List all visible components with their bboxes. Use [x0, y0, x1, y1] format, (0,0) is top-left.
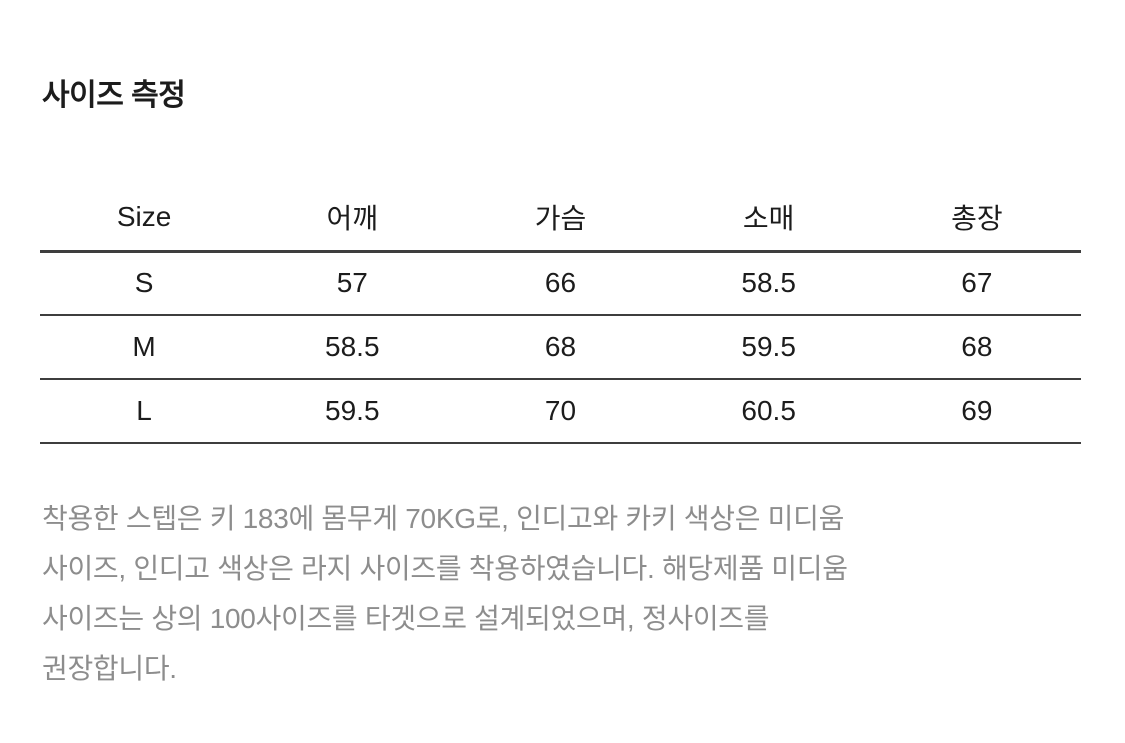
- column-header-shoulder: 어깨: [248, 185, 457, 253]
- size-label-cell: S: [40, 251, 249, 316]
- table-row-l: L 59.5 70 60.5 69: [40, 379, 1081, 444]
- size-table: Size 어깨 가슴 소매 총장 S 57 66 58.5 67 M 58.5 …: [40, 185, 1081, 444]
- table-row-s: S 57 66 58.5 67: [40, 251, 1081, 316]
- column-header-chest: 가슴: [456, 185, 665, 253]
- size-section-title: 사이즈 측정: [42, 79, 186, 112]
- fit-description-line: 사이즈는 상의 100사이즈를 타겟으로 설계되었으며, 정사이즈를: [42, 603, 770, 634]
- measurement-cell: 58.5: [664, 251, 873, 316]
- table-row-m: M 58.5 68 59.5 68: [40, 315, 1081, 380]
- column-header-sleeve: 소매: [664, 185, 873, 253]
- measurement-cell: 68: [456, 315, 665, 380]
- header-row: Size 어깨 가슴 소매 총장: [40, 185, 1081, 253]
- measurement-cell: 59.5: [248, 379, 457, 444]
- column-header-size: Size: [40, 185, 249, 253]
- fit-description-line: 사이즈, 인디고 색상은 라지 사이즈를 착용하였습니다. 해당제품 미디움: [42, 553, 848, 584]
- measurement-cell: 57: [248, 251, 457, 316]
- fit-description: 착용한 스텝은 키 183에 몸무게 70KG로, 인디고와 카키 색상은 미디…: [42, 494, 1083, 694]
- size-table-header: Size 어깨 가슴 소매 총장: [40, 185, 1081, 253]
- measurement-cell: 70: [456, 379, 665, 444]
- fit-description-line: 착용한 스텝은 키 183에 몸무게 70KG로, 인디고와 카키 색상은 미디…: [42, 503, 845, 534]
- size-label-cell: L: [40, 379, 249, 444]
- fit-description-line: 권장합니다.: [42, 653, 177, 684]
- measurement-cell: 67: [872, 251, 1081, 316]
- measurement-cell: 66: [456, 251, 665, 316]
- size-label-cell: M: [40, 315, 249, 380]
- measurement-cell: 58.5: [248, 315, 457, 380]
- size-table-body: S 57 66 58.5 67 M 58.5 68 59.5 68 L 59.5…: [40, 251, 1081, 444]
- column-header-length: 총장: [872, 185, 1081, 253]
- measurement-cell: 69: [872, 379, 1081, 444]
- measurement-cell: 59.5: [664, 315, 873, 380]
- measurement-cell: 60.5: [664, 379, 873, 444]
- measurement-cell: 68: [872, 315, 1081, 380]
